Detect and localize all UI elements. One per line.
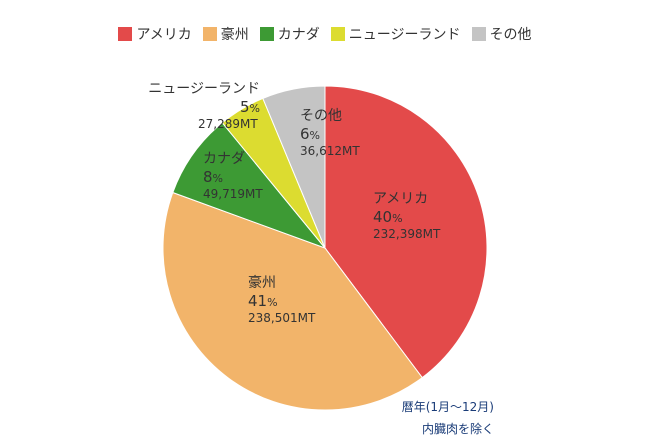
slice-value-label: 238,501MT: [248, 311, 316, 325]
period-note: 暦年(1月～12月): [401, 400, 494, 414]
pie-slice-america[interactable]: [324, 85, 488, 379]
slice-name-label: ニュージーランド: [148, 81, 260, 97]
legend-item-other[interactable]: その他: [471, 24, 532, 44]
chart-legend: アメリカ 豪州 カナダ ニュージーランド その他: [0, 24, 650, 44]
legend-swatch: [259, 27, 274, 41]
slice-percent-label: 5%: [240, 98, 260, 116]
legend-label: アメリカ: [136, 27, 192, 43]
legend-swatch: [471, 27, 486, 41]
slice-name-label: アメリカ: [373, 191, 428, 207]
pie-slice-australia[interactable]: [162, 191, 423, 411]
slice-percent-label: 8%: [203, 168, 223, 186]
slice-percent-label: 6%: [300, 125, 320, 143]
slice-name-label: カナダ: [203, 151, 245, 167]
legend-item-australia[interactable]: 豪州: [202, 24, 249, 44]
pie-slice-canada[interactable]: [172, 122, 327, 250]
legend-label: 豪州: [220, 27, 249, 43]
slice-value-label: 27,289MT: [198, 117, 258, 131]
exclusion-note: 内臓肉を除く: [421, 422, 494, 436]
legend-item-new-zealand[interactable]: ニュージーランド: [330, 24, 461, 44]
legend-item-canada[interactable]: カナダ: [259, 24, 320, 44]
legend-swatch: [118, 27, 133, 41]
slice-percent-label: 41%: [248, 292, 278, 310]
legend-swatch: [202, 27, 217, 41]
slice-name-label: 豪州: [248, 275, 276, 291]
slice-percent-label: 40%: [373, 208, 403, 226]
legend-label: カナダ: [277, 27, 320, 43]
slice-value-label: 49,719MT: [203, 187, 263, 201]
pie-slice-other[interactable]: [262, 85, 326, 249]
legend-item-america[interactable]: アメリカ: [118, 24, 192, 44]
legend-label: その他: [489, 27, 532, 43]
slice-value-label: 232,398MT: [373, 227, 441, 241]
legend-label: ニュージーランド: [348, 27, 461, 43]
slice-value-label: 36,612MT: [300, 144, 360, 158]
slice-name-label: その他: [300, 108, 342, 124]
legend-swatch: [330, 27, 345, 41]
